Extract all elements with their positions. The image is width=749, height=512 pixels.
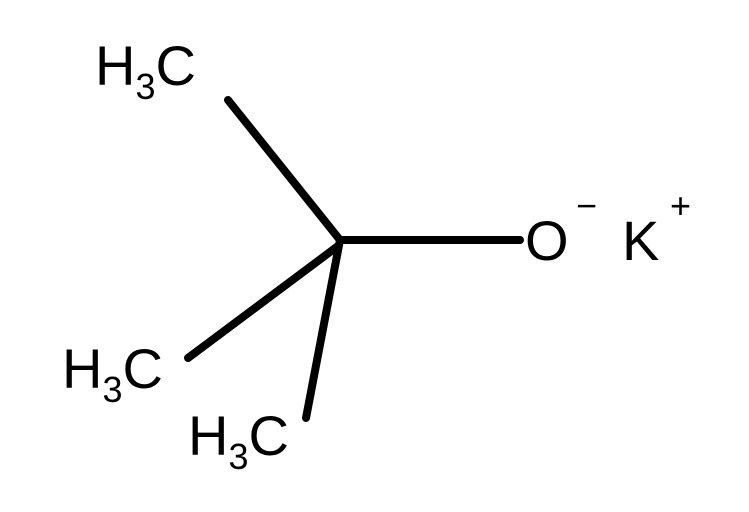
oxygen-label: O <box>525 209 569 272</box>
bonds-group <box>188 100 520 418</box>
methyl-left-label: H3C <box>62 337 163 410</box>
chemical-structure-svg: H3C H3C H3C O − K + <box>0 0 749 512</box>
methyl-top-C: C <box>155 34 195 97</box>
methyl-top-sub: 3 <box>135 66 155 107</box>
methyl-down-sub: 3 <box>228 436 248 477</box>
methyl-down-H: H <box>188 404 228 467</box>
methyl-left-H: H <box>62 337 102 400</box>
methyl-left-sub: 3 <box>102 369 122 410</box>
methyl-down-label: H3C <box>188 404 289 477</box>
bond-center-left <box>188 246 338 358</box>
potassium-charge: + <box>670 185 691 226</box>
potassium-label: K <box>622 209 659 272</box>
methyl-top-H: H <box>95 34 135 97</box>
oxygen-charge: − <box>576 185 597 226</box>
methyl-top-label: H3C <box>95 34 196 107</box>
methyl-down-C: C <box>248 404 288 467</box>
atom-labels-group: H3C H3C H3C O − K + <box>62 34 691 477</box>
methyl-left-C: C <box>122 337 162 400</box>
bond-center-top <box>228 100 340 240</box>
